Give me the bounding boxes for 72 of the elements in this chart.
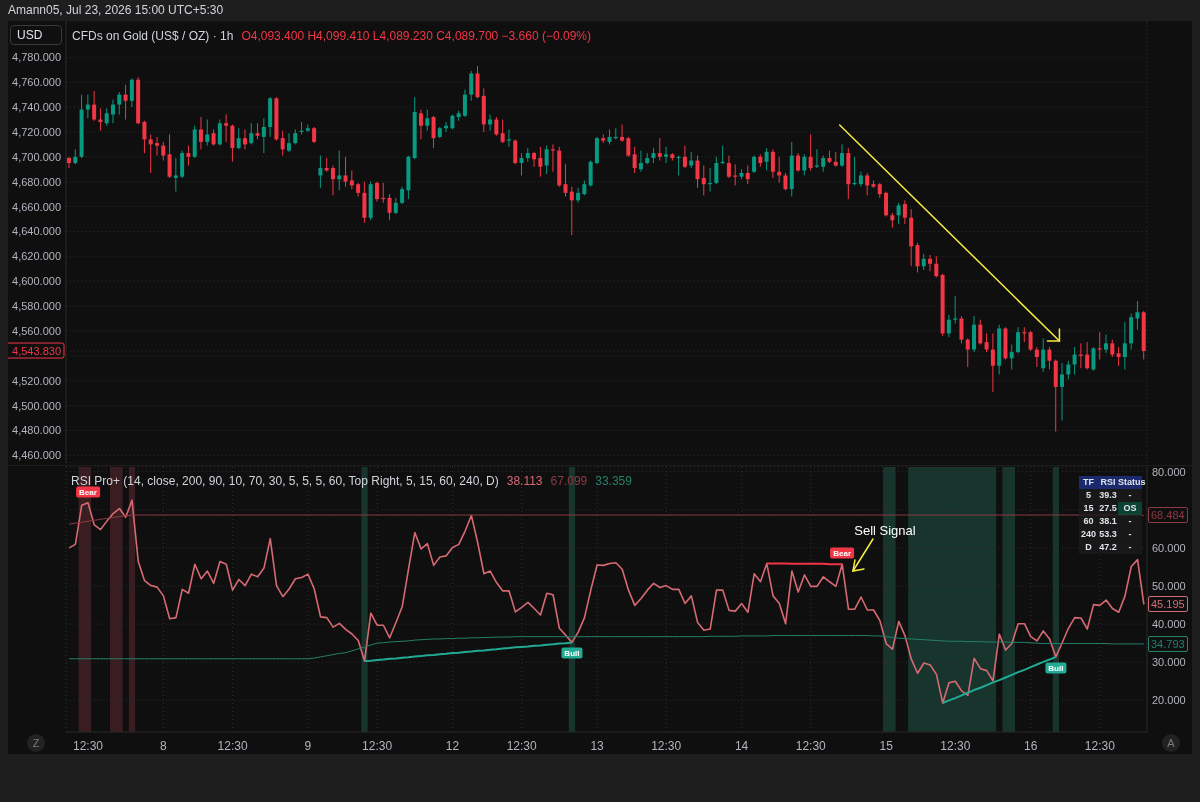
data-label: 68.484: [1151, 509, 1185, 522]
y-tick-label: 4,480.000: [12, 424, 61, 437]
y-tick-label: 4,460.000: [12, 449, 61, 462]
y-tick-label: 4,760.000: [12, 76, 61, 89]
x-tick-label: 8: [160, 738, 168, 753]
y-tick-label: 4,500.000: [12, 399, 61, 412]
text: O4,093.400 H4,099.410 L4,089.230 C4,089.700 −3.660 (−0.09%): [241, 29, 591, 43]
annotation: 5: [1085, 490, 1091, 500]
annotation: Status: [1118, 477, 1146, 487]
y-tick-label: 20.000: [1152, 694, 1186, 707]
y-tick-label: 4,620.000: [12, 250, 61, 263]
annotation: -: [1128, 529, 1132, 539]
annotation: 53.3: [1099, 529, 1117, 539]
y-tick-label: 4,560.000: [12, 324, 61, 337]
annotation: 60: [1083, 516, 1094, 526]
annotation: -: [1128, 542, 1132, 552]
annotation: 39.3: [1099, 490, 1117, 500]
y-tick-label: 50.000: [1152, 579, 1186, 592]
y-axis-title: USD: [17, 28, 43, 42]
text: A: [1167, 737, 1175, 749]
annotation: TF: [1083, 477, 1094, 487]
y-tick-label: 40.000: [1152, 618, 1186, 631]
annotation: 15: [1083, 503, 1094, 513]
y-tick-label: 60.000: [1152, 541, 1186, 554]
x-tick-label: 12:30: [795, 738, 827, 753]
x-tick-label: 12:30: [217, 738, 248, 753]
x-tick-label: 16: [1024, 738, 1038, 753]
y-tick-label: 4,640.000: [12, 225, 61, 238]
text: Amann05, Jul 23, 2026 15:00 UTC+5:30: [8, 3, 224, 17]
annotation: Bull: [564, 648, 580, 658]
x-tick-label: 12: [445, 738, 460, 753]
y-tick-label: 4,543.830: [12, 345, 61, 358]
annotation: Sell Signal: [854, 522, 916, 538]
annotation: 47.2: [1099, 542, 1117, 552]
x-tick-label: 15: [879, 738, 894, 753]
x-tick-label: 12:30: [651, 738, 682, 753]
y-tick-label: 4,580.000: [12, 300, 61, 313]
annotation: -: [1128, 516, 1132, 526]
y-tick-label: 30.000: [1152, 656, 1186, 669]
annotation: Bear: [833, 548, 852, 558]
text: 38.113 67.099 33.359: [506, 474, 632, 488]
annotation: RSI: [1100, 477, 1116, 487]
y-tick-label: 4,520.000: [12, 374, 61, 387]
text: CFDs on Gold (US$ / OZ) · 1h: [72, 29, 234, 43]
annotation: Bear: [79, 487, 97, 497]
annotation: 27.5: [1099, 503, 1117, 513]
x-tick-label: 12:30: [506, 738, 537, 753]
annotation: Bull: [1048, 663, 1064, 673]
data-label: 34.793: [1151, 637, 1185, 650]
x-tick-label: 9: [304, 738, 312, 753]
y-tick-label: 4,660.000: [12, 200, 61, 213]
y-tick-label: 4,720.000: [12, 125, 61, 138]
x-tick-label: 13: [590, 738, 605, 753]
annotation: 240: [1080, 529, 1097, 539]
text: Z: [32, 737, 40, 749]
x-tick-label: 12:30: [1084, 738, 1116, 753]
y-tick-label: 4,700.000: [12, 150, 61, 163]
x-tick-label: 12:30: [72, 738, 104, 753]
text: RSI Pro+ (14, close, 200, 90, 10, 70, 30, 5, 5, 5, 60, Top Right, 5, 15, 60, 240, D): [71, 474, 499, 488]
y-tick-label: 80.000: [1152, 465, 1186, 478]
y-tick-label: 4,740.000: [12, 101, 61, 114]
annotation: OS: [1123, 503, 1137, 513]
x-tick-label: 12:30: [362, 738, 393, 753]
y-tick-label: 4,780.000: [12, 51, 61, 64]
annotation: -: [1128, 490, 1132, 500]
annotation: D: [1085, 542, 1092, 552]
x-tick-label: 14: [734, 738, 749, 753]
y-tick-label: 4,600.000: [12, 275, 61, 288]
annotation: 38.1: [1099, 516, 1117, 526]
x-tick-label: 12:30: [940, 738, 971, 753]
y-tick-label: 4,680.000: [12, 175, 61, 188]
data-label: 45.195: [1151, 598, 1185, 611]
